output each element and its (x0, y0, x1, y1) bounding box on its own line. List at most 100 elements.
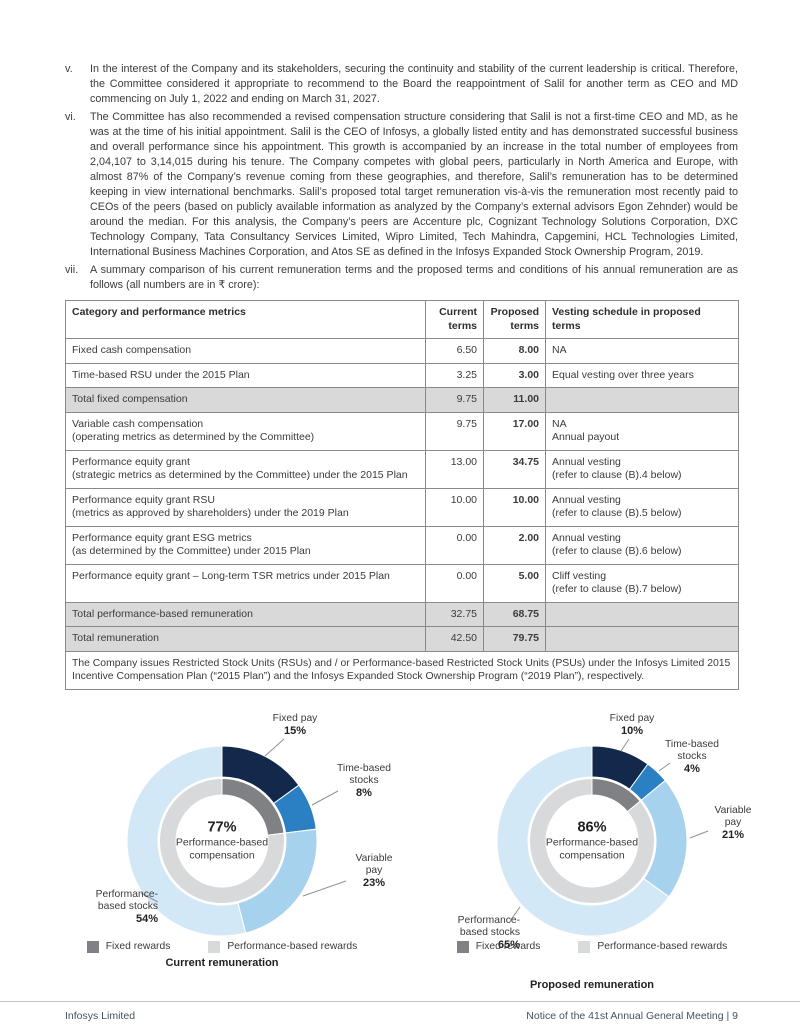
category-line: (strategic metrics as determined by the … (72, 469, 408, 481)
col-header-category: Category and performance metrics (65, 300, 426, 339)
paragraph-vi: vi. The Committee has also recommended a… (65, 110, 738, 260)
donut-center-text: 86% Performance-based compensation (533, 819, 651, 862)
vesting-line: Equal vesting over three years (552, 368, 694, 381)
category-line: (as determined by the Committee) under 2… (72, 545, 311, 557)
vesting-line: (refer to clause (B).4 below) (552, 469, 682, 481)
table-row: Performance equity grant (strategic metri… (65, 449, 739, 489)
vesting-line: NA (552, 417, 567, 430)
fixed-rewards-swatch (86, 940, 99, 953)
vesting-line: (refer to clause (B).5 below) (552, 507, 682, 519)
category-cell: Total performance-based remuneration (65, 601, 426, 627)
vesting-line: Cliff vesting (552, 569, 607, 582)
table-row: Performance equity grant – Long-term TSR… (65, 563, 739, 603)
table-row: Performance equity grant RSU (metrics as … (65, 487, 739, 527)
segment-percent: 4% (684, 762, 700, 775)
category-line: Performance equity grant – Long-term TSR… (72, 569, 390, 582)
label-leader-line (264, 738, 285, 757)
table-row: Fixed cash compensation 6.50 8.00 NA (65, 338, 739, 364)
segment-label-text: Performance-based stocks (95, 888, 158, 912)
vesting-schedule-cell: Annual vesting (refer to clause (B).4 bel… (545, 449, 739, 489)
category-line: (operating metrics as determined by the … (72, 431, 315, 443)
time-based-stocks-label: Time-based stocks 8% (331, 763, 397, 799)
vesting-schedule-cell: NA Annual payout (545, 411, 739, 451)
legend-item: Performance-based rewards (578, 940, 727, 953)
segment-percent: 23% (362, 876, 386, 889)
donut-svg (126, 738, 347, 937)
footer-company: Infosys Limited (65, 1010, 136, 1022)
category-line: Performance equity grant RSU (72, 493, 215, 506)
performance-based-rewards-inner-segment (529, 777, 655, 904)
legend-item: Performance-based rewards (208, 940, 358, 953)
category-cell: Total fixed compensation (65, 387, 426, 413)
vesting-line: Annual vesting (552, 493, 621, 506)
segment-label-text: Variable pay (714, 804, 752, 828)
proposed-terms-value: 2.00 (483, 525, 546, 565)
proposed-terms-value: 3.00 (483, 362, 546, 388)
legend-label: Fixed rewards (475, 941, 541, 953)
segment-percent: 54% (135, 912, 158, 925)
vesting-line: (refer to clause (B).6 below) (552, 545, 682, 557)
current-terms-value: 13.00 (425, 449, 484, 489)
center-label: Performance-based compensation (175, 836, 269, 862)
current-terms-value: 3.25 (425, 362, 484, 388)
category-cell: Total remuneration (65, 626, 426, 652)
donut-center-text: 77% Performance-based compensation (163, 819, 281, 862)
label-leader-line (311, 790, 339, 806)
center-label: Performance-based compensation (545, 836, 639, 862)
paragraph-text: A summary comparison of his current remu… (90, 264, 738, 291)
current-terms-value: 0.00 (425, 525, 484, 565)
category-line: Total performance-based remuneration (72, 607, 253, 620)
proposed-terms-value: 10.00 (483, 487, 546, 527)
proposed-terms-value: 8.00 (483, 338, 546, 364)
category-cell: Variable cash compensation (operating met… (65, 411, 426, 451)
table-row: Time-based RSU under the 2015 Plan 3.25 3.… (65, 362, 739, 388)
segment-label-text: Fixed pay (609, 712, 655, 724)
category-cell: Fixed cash compensation (65, 338, 426, 364)
current-terms-value: 9.75 (425, 387, 484, 413)
vesting-line: Annual payout (552, 431, 620, 443)
chart-legend: Fixed rewards Performance-based rewards (37, 940, 407, 953)
paragraph-vii: vii. A summary comparison of his current… (65, 263, 738, 293)
paragraph-v: v. In the interest of the Company and it… (65, 62, 738, 107)
category-line: Time-based RSU under the 2015 Plan (72, 368, 250, 381)
segment-label-text: Fixed pay (272, 712, 318, 724)
segment-percent: 10% (620, 724, 644, 737)
proposed-terms-value: 79.75 (483, 626, 546, 652)
current-terms-value: 0.00 (425, 563, 484, 603)
chart-current-remuneration: Fixed pay 15% Time-based stocks 8% Variable … (37, 695, 407, 995)
segment-percent: 65% (497, 938, 520, 951)
segment-label-text: Time-based stocks (337, 762, 391, 786)
vesting-line: Annual vesting (552, 455, 621, 468)
fixed-rewards-swatch (456, 940, 469, 953)
vesting-schedule-cell (545, 601, 739, 627)
vesting-line: NA (552, 344, 567, 356)
legend-label: Performance-based rewards (227, 941, 358, 953)
time-based-stocks-label: Time-based stocks 4% (659, 739, 725, 775)
performance-based-stocks-label: Performance-based stocks 65% (434, 915, 520, 951)
list-marker: v. (65, 63, 73, 75)
proposed-terms-value: 68.75 (483, 601, 546, 627)
chart-legend: Fixed rewards Performance-based rewards (407, 940, 777, 953)
legend-item: Fixed rewards (86, 940, 170, 953)
current-terms-value: 9.75 (425, 411, 484, 451)
variable-pay-label: Variable pay 21% (707, 805, 759, 841)
donut-svg (496, 738, 709, 937)
performance-based-stocks-segment (496, 745, 670, 937)
category-cell: Performance equity grant – Long-term TSR… (65, 563, 426, 603)
segment-label-text: Variable pay (355, 852, 393, 876)
center-percent: 86% (577, 819, 607, 836)
proposed-terms-value: 11.00 (483, 387, 546, 413)
vesting-schedule-cell: Cliff vesting (refer to clause (B).7 belo… (545, 563, 739, 603)
page-content: v. In the interest of the Company and it… (65, 62, 752, 995)
label-leader-line (509, 906, 521, 921)
category-line: Performance equity grant ESG metrics (72, 531, 252, 544)
list-marker: vi. (65, 111, 76, 123)
category-line: Fixed cash compensation (72, 344, 192, 356)
current-terms-value: 10.00 (425, 487, 484, 527)
variable-pay-label: Variable pay 23% (348, 853, 400, 889)
category-line: Total remuneration (72, 632, 159, 644)
segment-label-text: Performance-based stocks (457, 914, 520, 938)
current-terms-value: 32.75 (425, 601, 484, 627)
category-cell: Performance equity grant (strategic metri… (65, 449, 426, 489)
